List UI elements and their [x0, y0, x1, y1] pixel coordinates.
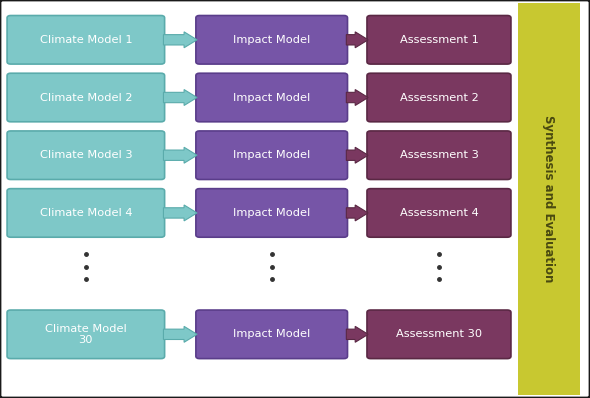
FancyBboxPatch shape	[7, 189, 165, 237]
Text: Assessment 30: Assessment 30	[396, 329, 482, 339]
FancyBboxPatch shape	[367, 131, 511, 179]
Text: Impact Model: Impact Model	[233, 329, 310, 339]
Text: Impact Model: Impact Model	[233, 150, 310, 160]
Text: Impact Model: Impact Model	[233, 208, 310, 218]
Polygon shape	[163, 147, 197, 163]
Text: Impact Model: Impact Model	[233, 35, 310, 45]
Text: Assessment 1: Assessment 1	[399, 35, 478, 45]
Text: Climate Model 1: Climate Model 1	[40, 35, 132, 45]
FancyBboxPatch shape	[367, 73, 511, 122]
Text: Assessment 2: Assessment 2	[399, 92, 478, 103]
Text: Impact Model: Impact Model	[233, 92, 310, 103]
Polygon shape	[163, 326, 197, 342]
FancyBboxPatch shape	[196, 189, 348, 237]
Polygon shape	[163, 205, 197, 221]
Polygon shape	[346, 32, 368, 48]
Polygon shape	[346, 90, 368, 105]
Polygon shape	[346, 326, 368, 342]
FancyBboxPatch shape	[7, 73, 165, 122]
Polygon shape	[163, 32, 197, 48]
FancyBboxPatch shape	[196, 16, 348, 64]
Text: Assessment 4: Assessment 4	[399, 208, 478, 218]
FancyBboxPatch shape	[196, 310, 348, 359]
FancyBboxPatch shape	[518, 3, 580, 395]
Polygon shape	[163, 90, 197, 105]
FancyBboxPatch shape	[367, 16, 511, 64]
Text: Climate Model
30: Climate Model 30	[45, 324, 127, 345]
FancyBboxPatch shape	[7, 131, 165, 179]
Polygon shape	[346, 205, 368, 221]
FancyBboxPatch shape	[196, 131, 348, 179]
Text: Synthesis and Evaluation: Synthesis and Evaluation	[542, 115, 556, 283]
FancyBboxPatch shape	[367, 189, 511, 237]
Text: Assessment 3: Assessment 3	[399, 150, 478, 160]
FancyBboxPatch shape	[367, 310, 511, 359]
FancyBboxPatch shape	[7, 16, 165, 64]
Text: Climate Model 3: Climate Model 3	[40, 150, 132, 160]
Text: Climate Model 2: Climate Model 2	[40, 92, 132, 103]
Polygon shape	[346, 147, 368, 163]
FancyBboxPatch shape	[7, 310, 165, 359]
FancyBboxPatch shape	[196, 73, 348, 122]
Text: Climate Model 4: Climate Model 4	[40, 208, 132, 218]
